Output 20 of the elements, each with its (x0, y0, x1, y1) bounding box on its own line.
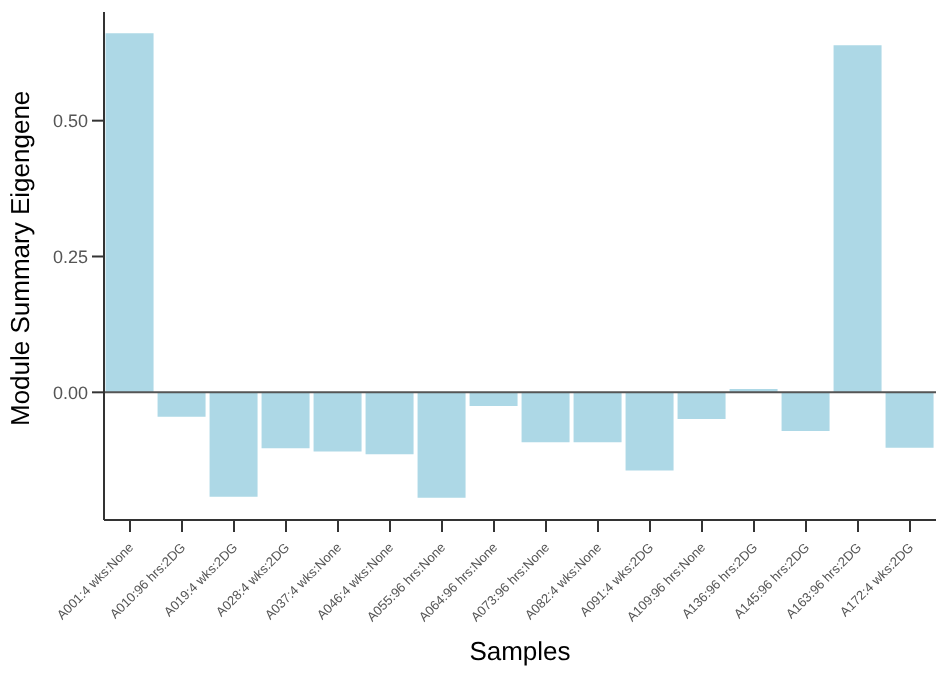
bar (781, 392, 830, 431)
bar (209, 392, 258, 497)
bar (105, 33, 154, 393)
bar (573, 392, 622, 443)
y-axis-title: Module Summary Eigengene (5, 90, 36, 426)
y-tick-label: 0.25 (52, 246, 88, 267)
bar (365, 392, 414, 455)
bar (417, 392, 466, 498)
bar (261, 392, 310, 449)
y-tick-label: 0.50 (52, 111, 88, 132)
bar (313, 392, 362, 452)
bar (157, 392, 206, 417)
bar (885, 392, 934, 448)
bar (625, 392, 674, 471)
bar (677, 392, 726, 419)
bar (833, 45, 882, 393)
bar (469, 392, 518, 406)
x-axis-title: Samples (469, 636, 572, 666)
bar (521, 392, 570, 443)
y-tick-label: 0.00 (52, 382, 88, 403)
